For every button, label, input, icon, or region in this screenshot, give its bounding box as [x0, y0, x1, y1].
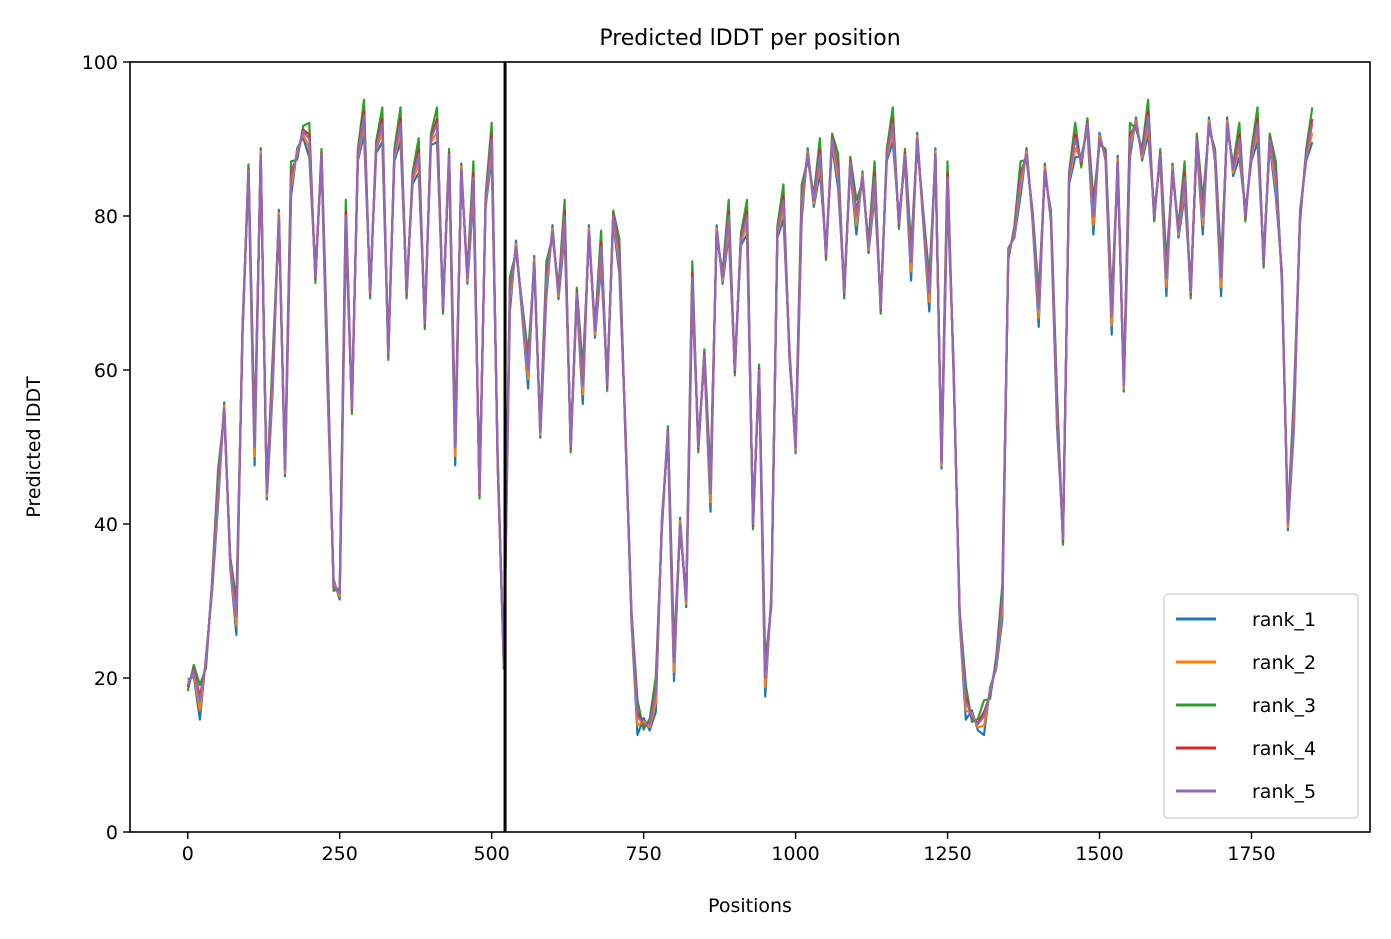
x-axis-label: Positions: [708, 895, 792, 917]
y-axis-ticks: 0 20 40 60 80 100: [82, 52, 130, 844]
y-axis-label: Predicted lDDT: [23, 376, 45, 518]
legend-label-rank_5: rank_5: [1252, 781, 1316, 803]
legend-label-rank_3: rank_3: [1252, 695, 1316, 717]
x-tick-label: 1250: [923, 843, 971, 865]
x-tick-label: 1000: [771, 843, 819, 865]
x-tick-label: 750: [625, 843, 661, 865]
y-tick-label: 0: [106, 822, 118, 844]
y-tick-label: 20: [94, 668, 118, 690]
x-tick-label: 1750: [1227, 843, 1275, 865]
legend-box: [1163, 593, 1359, 819]
y-tick-label: 80: [94, 206, 118, 228]
legend: rank_1 rank_2 rank_3 rank_4 rank_5: [1163, 593, 1359, 819]
x-tick-label: 250: [322, 843, 358, 865]
legend-label-rank_1: rank_1: [1252, 609, 1316, 631]
series-line-rank_5: [186, 114, 1314, 726]
legend-label-rank_2: rank_2: [1252, 652, 1316, 674]
axes-frame: [129, 61, 1371, 833]
x-tick-label: 1500: [1075, 843, 1123, 865]
x-tick-label: 0: [182, 843, 194, 865]
y-tick-label: 40: [94, 514, 118, 536]
legend-label-rank_4: rank_4: [1252, 738, 1316, 760]
legend-items: rank_1 rank_2 rank_3 rank_4 rank_5: [1176, 609, 1316, 803]
chart-title: Predicted lDDT per position: [599, 26, 900, 51]
x-axis-ticks: 0 250 500 750 1000 1250 1500 1750: [182, 832, 1276, 865]
x-tick-label: 500: [474, 843, 510, 865]
series-lines: [186, 98, 1314, 737]
plot-area: [129, 61, 1371, 833]
y-tick-label: 100: [82, 52, 118, 74]
y-tick-label: 60: [94, 360, 118, 382]
